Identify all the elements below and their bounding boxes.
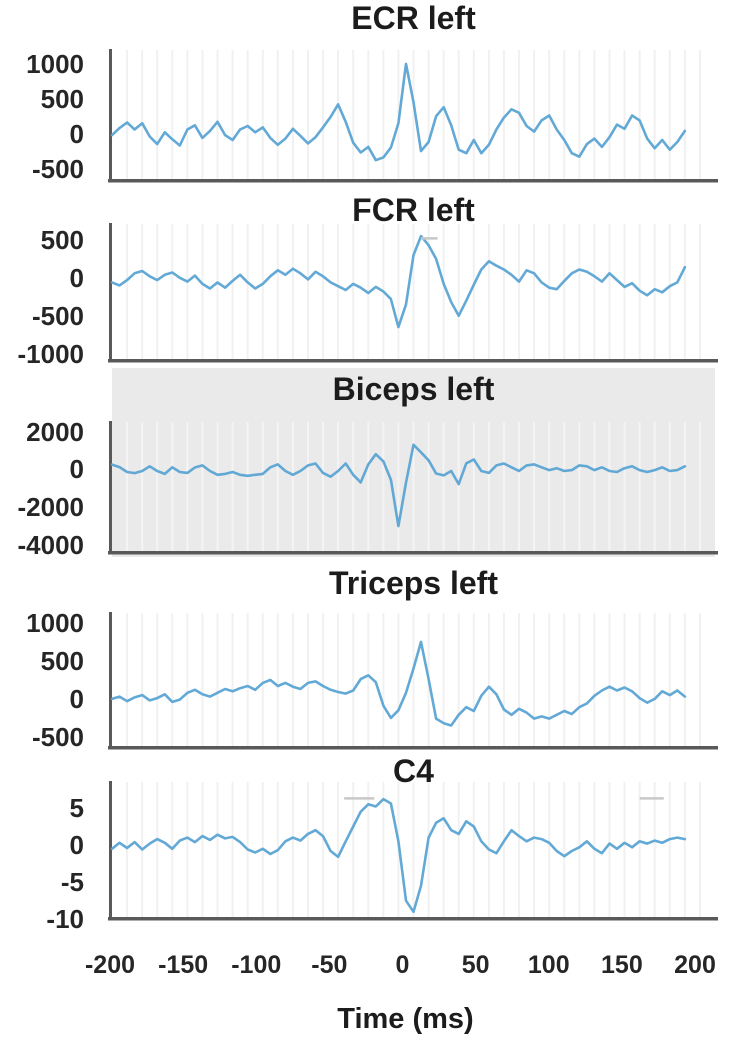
chart-title-ecr-left: ECR left: [351, 0, 476, 36]
signal-trace: [110, 640, 687, 727]
y-tick-label: -10: [46, 904, 84, 935]
x-axis-title: Time (ms): [337, 1003, 474, 1035]
y-tick-label: -2000: [17, 492, 85, 523]
chart-title-fcr-left: FCR left: [352, 192, 475, 228]
y-tick-label: 0: [69, 830, 84, 861]
y-tick-label: 0: [69, 118, 84, 149]
chart-title-biceps-left: Biceps left: [332, 371, 495, 407]
x-tick-label: -200: [84, 951, 136, 979]
x-tick-label: -50: [311, 951, 348, 979]
y-tick-label: 500: [40, 83, 84, 114]
x-tick-label: 0: [395, 951, 410, 979]
y-tick-label: 500: [40, 645, 84, 676]
y-tick-label: 0: [69, 262, 84, 293]
signal-trace: [110, 797, 687, 914]
signal-trace: [110, 234, 687, 329]
x-tick-label: 50: [461, 951, 490, 979]
chart-title-triceps-left: Triceps left: [329, 565, 498, 601]
x-tick-label: 200: [674, 951, 716, 979]
y-tick-label: -500: [31, 300, 84, 331]
y-tick-label: -4000: [17, 529, 85, 560]
y-tick-label: -500: [31, 153, 84, 184]
y-tick-label: 500: [40, 224, 84, 255]
x-tick-label: 100: [527, 951, 570, 979]
x-tick-label: -100: [231, 951, 282, 979]
y-tick-label: 0: [69, 683, 84, 714]
y-tick-label: 1000: [26, 48, 84, 79]
signal-trace: [110, 62, 687, 162]
y-tick-label: 0: [69, 454, 84, 485]
signal-trace: [110, 443, 687, 528]
y-tick-label: -1000: [17, 338, 85, 369]
y-tick-label: 5: [69, 792, 84, 823]
y-tick-label: 1000: [26, 607, 84, 638]
x-tick-label: 150: [601, 951, 643, 979]
y-tick-label: -5: [60, 867, 84, 898]
x-tick-label: -150: [158, 951, 209, 979]
y-tick-label: 2000: [26, 416, 84, 447]
y-tick-label: -500: [31, 721, 84, 752]
chart-title-c4: C4: [393, 753, 434, 789]
